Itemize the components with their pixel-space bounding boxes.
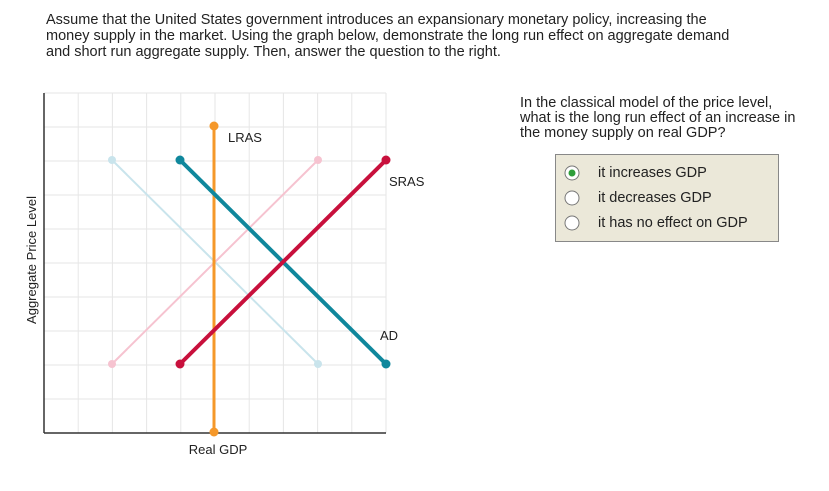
handle (314, 360, 322, 368)
handle[interactable] (175, 359, 185, 369)
option-label[interactable]: it decreases GDP (598, 190, 712, 206)
y-axis-label: Aggregate Price Level (24, 196, 39, 324)
question-line: the money supply on real GDP? (520, 125, 726, 141)
handle (314, 156, 322, 164)
instruction-line: Assume that the United States government… (46, 12, 707, 28)
sras-line[interactable] (178, 158, 388, 366)
instruction-line: money supply in the market. Using the gr… (46, 28, 729, 44)
radio-selected (568, 169, 576, 177)
sras-label: SRAS (389, 174, 425, 189)
option-label[interactable]: it increases GDP (598, 165, 707, 181)
handle (108, 360, 116, 368)
radio[interactable] (564, 215, 580, 231)
radio[interactable] (564, 190, 580, 206)
handle[interactable] (209, 121, 219, 131)
question: In the classical model of the price leve… (519, 95, 795, 141)
question-line: what is the long run effect of an increa… (519, 110, 795, 126)
instruction-line: and short run aggregate supply. Then, an… (46, 44, 501, 60)
options-box (555, 154, 779, 242)
x-axis-label: Real GDP (189, 442, 248, 457)
handle[interactable] (209, 427, 219, 437)
instructions: Assume that the United States government… (46, 12, 729, 60)
handle[interactable] (175, 155, 185, 165)
question-line: In the classical model of the price leve… (520, 95, 772, 111)
handle[interactable] (381, 155, 391, 165)
handle (108, 156, 116, 164)
option-label[interactable]: it has no effect on GDP (598, 215, 748, 231)
lras-label: LRAS (228, 130, 262, 145)
ad-label: AD (380, 328, 398, 343)
handle[interactable] (381, 359, 391, 369)
